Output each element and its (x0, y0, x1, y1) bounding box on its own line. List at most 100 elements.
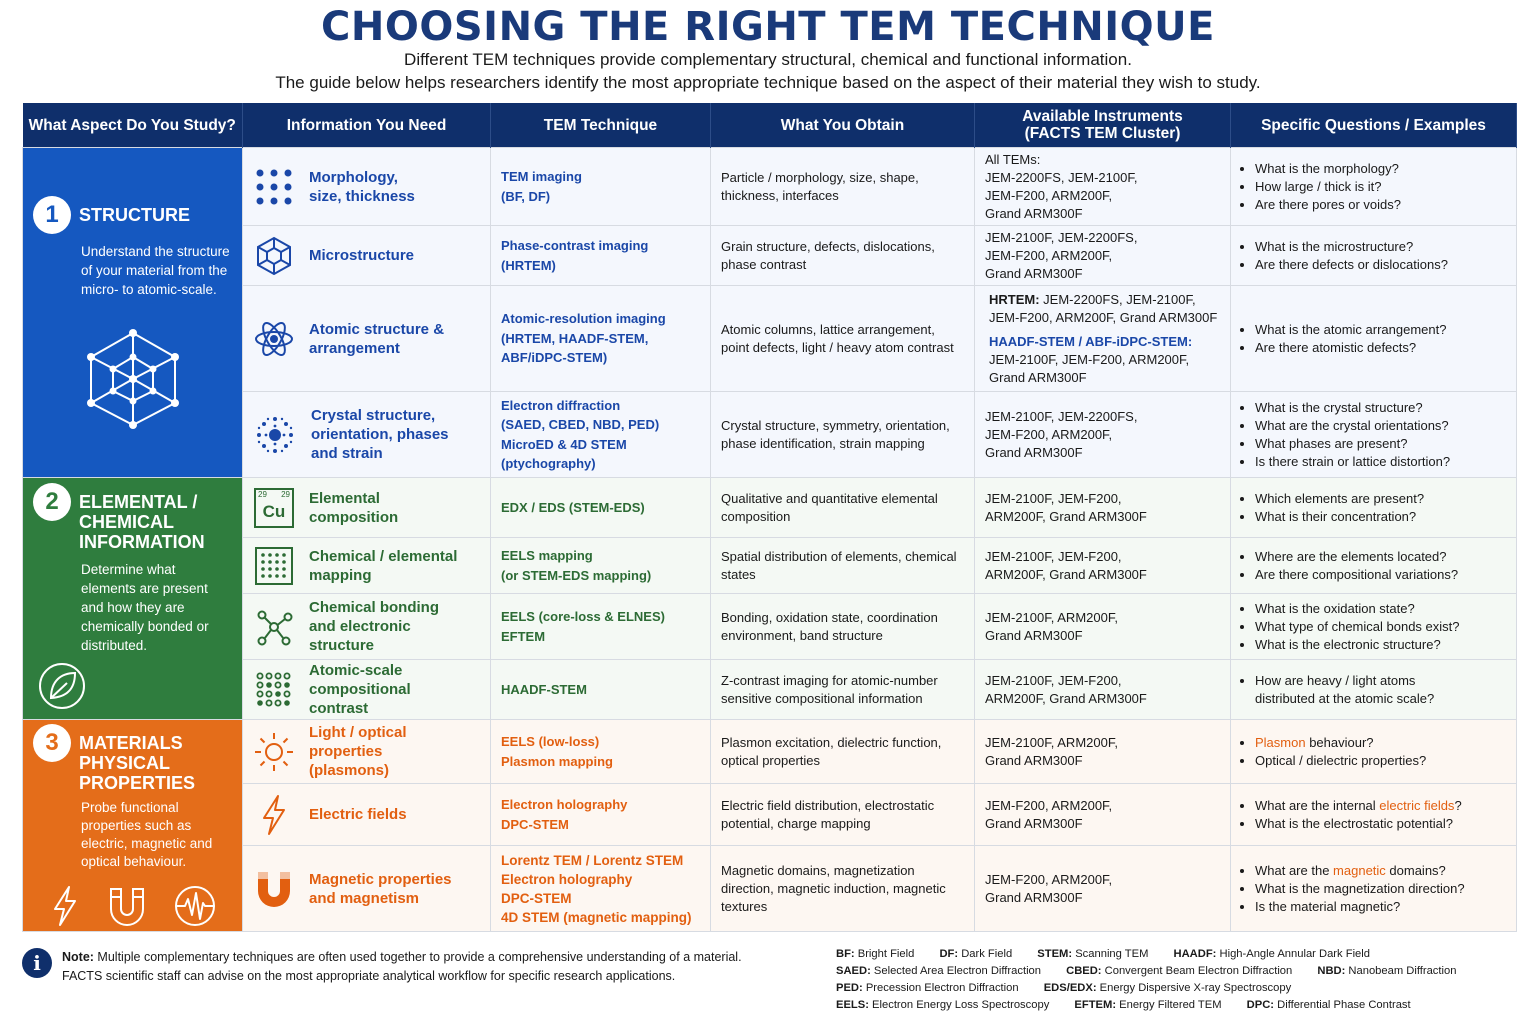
info-label: mapping (309, 566, 372, 584)
table-row: Magnetic properties and magnetism Lorentz… (23, 845, 1517, 932)
abbr-item: STEM: Scanning TEM (1037, 948, 1149, 960)
obtain-cell: Plasmon excitation, dielectric function,… (710, 719, 975, 784)
info-cell: Atomic structure & arrangement (242, 285, 491, 392)
info-cell: Crystal structure, orientation, phases and… (242, 391, 491, 478)
questions-cell: Where are the elements located?Are there… (1230, 537, 1517, 594)
aspect-title: MATERIALS PHYSICAL PROPERTIES (79, 733, 196, 793)
info-label: Atomic structure & (309, 320, 445, 338)
header-instruments: Available Instruments (FACTS TEM Cluster) (974, 103, 1231, 148)
note-text: Note: Multiple complementary techniques … (62, 950, 742, 983)
abbr-item: SAED: Selected Area Electron Diffraction (836, 965, 1041, 977)
info-label: (plasmons) (309, 762, 390, 779)
abbr-item: EFTEM: Energy Filtered TEM (1074, 999, 1222, 1011)
aspect-description: Probe functional properties such as elec… (81, 800, 213, 869)
technique-table: What Aspect Do You Study? Information Yo… (22, 103, 1517, 932)
subtitle-line-1: Different TEM techniques provide complem… (404, 50, 1132, 69)
info-label: compositional (309, 681, 411, 698)
technique-cell: EELS mapping (or STEM-EDS mapping) (490, 537, 711, 594)
magnet-icon (109, 888, 144, 926)
info-label: Microstructure (309, 247, 415, 264)
info-cell: 29 29 Cu Elemental composition (242, 477, 491, 538)
technique-cell: EELS (low-loss) Plasmon mapping (490, 719, 711, 784)
instruments-cell: All TEMs: JEM-2200FS, JEM-2100F, JEM-F200,… (974, 147, 1231, 226)
sun-light-icon (255, 732, 293, 771)
header-obtain: What You Obtain (710, 103, 975, 148)
table-row: Chemical / elemental mapping EELS mapping… (23, 537, 1517, 594)
aspect-physical: 3 MATERIALS PHYSICAL PROPERTIES Probe func… (22, 719, 243, 932)
info-cell: Atomic-scale compositional contrast (242, 659, 491, 720)
elemental-map-icon (255, 546, 293, 585)
lightning-icon (53, 886, 76, 926)
info-label: Light / optical (309, 724, 407, 741)
aspect-number: 2 (33, 483, 71, 521)
abbr-item: CBED: Convergent Beam Electron Diffracti… (1066, 965, 1293, 977)
instruments-cell: JEM-2100F, JEM-F200, ARM200F, Grand ARM30… (974, 659, 1231, 720)
instruments-cell: JEM-F200, ARM200F, Grand ARM300F (974, 783, 1231, 846)
info-label: contrast (309, 700, 369, 717)
instruments-cell: JEM-2100F, JEM-2200FS, JEM-F200, ARM200F,… (974, 391, 1231, 478)
technique-cell: Electron holography DPC-STEM (490, 783, 711, 846)
abbr-item: BF: Bright Field (836, 948, 915, 960)
aspect-chemical: 2 ELEMENTAL / CHEMICAL INFORMATION Determi… (22, 477, 243, 720)
aspect-description: Understand the structure of your materia… (81, 244, 230, 297)
obtain-cell: Particle / morphology, size, shape, thic… (710, 147, 975, 226)
abbr-item: PED: Precession Electron Diffraction (836, 982, 1019, 994)
horseshoe-magnet-icon (258, 871, 290, 907)
instruments-cell: HRTEM: JEM-2200FS, JEM-2100F, JEM-F200, A… (974, 285, 1231, 392)
info-label: Crystal structure, (311, 407, 436, 424)
instruments-cell: JEM-2100F, JEM-F200, ARM200F, Grand ARM30… (974, 537, 1231, 594)
obtain-cell: Qualitative and quantitative elemental c… (710, 477, 975, 538)
diffraction-pattern-icon (257, 416, 293, 453)
table-row: 3 MATERIALS PHYSICAL PROPERTIES Probe func… (22, 719, 1517, 932)
info-label: structure (309, 637, 375, 654)
info-label: Magnetic properties (309, 870, 452, 888)
microstructure-icon (257, 236, 291, 275)
questions-cell: What is the morphology?How large / thick… (1230, 147, 1517, 226)
aspect-number: 3 (33, 724, 71, 762)
info-label: size, thickness (309, 187, 415, 205)
table-row: 2 ELEMENTAL / CHEMICAL INFORMATION Determi… (22, 477, 1517, 720)
table-row: Microstructure Phase-contrast imaging (HR… (23, 225, 1517, 286)
aspect-title: ELEMENTAL / CHEMICAL INFORMATION (79, 492, 205, 552)
subtitle-line-2: The guide below helps researchers identi… (275, 73, 1261, 92)
info-icon: i (22, 948, 52, 978)
crystal-lattice-icon (86, 329, 179, 429)
info-cell: Chemical / elemental mapping (242, 537, 491, 594)
info-label: Elemental (309, 489, 380, 507)
table-row: Atomic-scale compositional contrast HAADF-… (23, 659, 1517, 720)
technique-cell: EDX / EDS (STEM-EDS) (490, 477, 711, 538)
particles-grid-icon (256, 169, 292, 204)
info-label: orientation, phases (311, 426, 449, 443)
questions-cell: What is the oxidation state?What type of… (1230, 593, 1517, 660)
info-label: arrangement (309, 339, 400, 357)
questions-cell: What are the magnetic domains?What is th… (1230, 845, 1517, 932)
info-cell: Morphology, size, thickness (242, 147, 491, 226)
info-label: Electric fields (309, 806, 407, 823)
footer: i Note: Multiple complementary technique… (22, 944, 1516, 1020)
technique-cell: EELS (core-loss & ELNES) EFTEM (490, 593, 711, 660)
info-cell: Magnetic properties and magnetism (242, 845, 491, 932)
instruments-cell: JEM-2100F, JEM-2200FS, JEM-F200, ARM200F,… (974, 225, 1231, 286)
technique-cell: Phase-contrast imaging (HRTEM) (490, 225, 711, 286)
electric-bolt-icon (263, 794, 285, 835)
obtain-cell: Crystal structure, symmetry, orientation… (710, 391, 975, 478)
technique-cell: HAADF-STEM (490, 659, 711, 720)
abbr-item: NBD: Nanobeam Diffraction (1317, 965, 1457, 977)
atomic-columns-icon (256, 672, 291, 706)
info-label: and electronic (309, 618, 411, 635)
questions-cell: What is the microstructure?Are there def… (1230, 225, 1517, 286)
obtain-cell: Z-contrast imaging for atomic-number sen… (710, 659, 975, 720)
aspect-number: 1 (33, 196, 71, 234)
leaf-icon (39, 663, 85, 709)
technique-cell: Electron diffraction (SAED, CBED, NBD, PE… (490, 391, 711, 478)
table-header-row: What Aspect Do You Study? Information Yo… (22, 103, 1517, 148)
info-label: Chemical / elemental (309, 547, 458, 565)
questions-cell: Plasmon behaviour?Optical / dielectric p… (1230, 719, 1517, 784)
info-label: Chemical bonding (309, 599, 440, 616)
instruments-cell: JEM-2100F, ARM200F, Grand ARM300F (974, 719, 1231, 784)
page-title: CHOOSING THE RIGHT TEM TECHNIQUE (321, 4, 1215, 50)
obtain-cell: Magnetic domains, magnetization directio… (710, 845, 975, 932)
abbr-item: DF: Dark Field (939, 948, 1013, 960)
header-aspect: What Aspect Do You Study? (22, 103, 243, 148)
